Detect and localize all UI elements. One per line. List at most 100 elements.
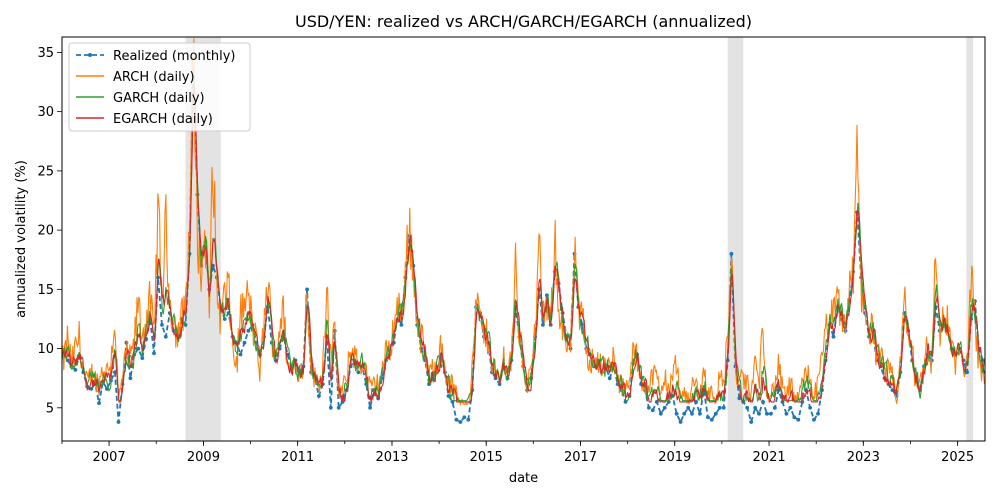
realized-point: [761, 400, 765, 404]
realized-point: [831, 334, 836, 339]
realized-point: [765, 411, 769, 416]
realized-point: [792, 415, 797, 420]
x-tick-label: 2013: [375, 450, 408, 465]
realized-point: [450, 400, 455, 404]
realized-point: [749, 420, 754, 424]
realized-point: [246, 328, 251, 333]
y-axis-label: annualized volatility (%): [14, 160, 29, 318]
y-tick-label: 30: [37, 105, 54, 120]
realized-point: [305, 287, 309, 292]
y-tick-label: 35: [37, 46, 54, 61]
realized-point: [356, 370, 361, 375]
realized-point: [454, 417, 459, 422]
realized-point: [890, 388, 895, 392]
realized-point: [317, 394, 321, 398]
realized-point: [128, 376, 133, 381]
realized-point: [674, 411, 679, 416]
realized-point: [97, 401, 101, 405]
series-line-garch: [61, 75, 985, 403]
realized-point: [113, 370, 117, 375]
legend-item-realized: Realized (monthly): [76, 49, 235, 64]
realized-point: [753, 405, 758, 410]
y-tick-label: 15: [37, 283, 54, 298]
realized-point: [682, 411, 687, 416]
realized-point: [140, 356, 145, 360]
realized-point: [745, 405, 750, 410]
realized-point: [152, 351, 156, 356]
legend-box: [68, 42, 251, 132]
realized-point: [368, 405, 372, 410]
realized-point: [812, 417, 816, 422]
realized-point: [690, 411, 694, 416]
x-tick-label: 2019: [658, 450, 691, 465]
realized-point: [784, 411, 789, 416]
y-tick-label: 10: [37, 342, 54, 357]
realized-point: [678, 420, 683, 424]
shaded-period-1: [727, 37, 744, 441]
y-axis-ticks: 5 10 15 20 25 30 35: [37, 46, 62, 416]
realized-point: [769, 411, 773, 416]
realized-point: [816, 411, 820, 416]
chart-title: USD/YEN: realized vs ARCH/GARCH/EGARCH (…: [295, 12, 752, 31]
x-tick-label: 2007: [93, 450, 126, 465]
x-tick-label: 2021: [753, 450, 786, 465]
legend-label-garch: GARCH (daily): [113, 91, 205, 106]
x-axis-label: date: [509, 471, 538, 486]
legend-label-realized: Realized (monthly): [113, 49, 235, 64]
legend-item-egarch: EGARCH (daily): [76, 112, 213, 127]
realized-point: [136, 346, 141, 351]
legend: Realized (monthly) ARCH (daily) GARCH (d…: [68, 42, 251, 132]
x-tick-label: 2023: [847, 450, 880, 465]
realized-point: [662, 405, 667, 410]
x-axis-ticks: 2007 2009 2011 2013 2015 2017 2019 2021 2023 2025: [61, 441, 974, 465]
realized-point: [650, 408, 655, 413]
series-line-egarch: [61, 84, 985, 404]
legend-item-garch: GARCH (daily): [76, 91, 205, 106]
realized-point: [462, 415, 467, 420]
x-tick-label: 2011: [281, 450, 314, 465]
legend-marker-realized: [88, 53, 92, 57]
realized-point: [222, 317, 227, 321]
x-tick-label: 2015: [470, 450, 503, 465]
realized-point: [73, 368, 78, 372]
realized-point: [709, 417, 714, 422]
realized-point: [466, 417, 471, 422]
shaded-period-2: [966, 37, 974, 441]
realized-point: [706, 415, 710, 420]
realized-point: [607, 376, 612, 381]
realized-point: [242, 340, 247, 345]
realized-point: [686, 405, 691, 410]
realized-point: [808, 405, 812, 410]
realized-point: [757, 411, 761, 416]
realized-point: [796, 417, 801, 422]
realized-point: [116, 420, 121, 424]
legend-item-arch: ARCH (daily): [76, 70, 195, 85]
series-lines: [61, 38, 985, 426]
realized-point: [399, 323, 404, 327]
realized-point: [965, 370, 969, 375]
realized-point: [658, 411, 663, 416]
realized-point: [721, 405, 726, 410]
x-tick-label: 2009: [187, 450, 220, 465]
realized-point: [458, 420, 463, 424]
x-tick-label: 2017: [564, 450, 597, 465]
realized-point: [729, 251, 734, 256]
realized-point: [788, 405, 793, 410]
y-tick-label: 20: [37, 224, 54, 239]
realized-point: [336, 405, 341, 410]
x-tick-label: 2025: [941, 450, 974, 465]
plot-frame: [61, 36, 986, 442]
realized-point: [163, 334, 168, 339]
legend-label-arch: ARCH (daily): [113, 70, 195, 85]
realized-point: [446, 394, 451, 398]
legend-label-egarch: EGARCH (daily): [113, 112, 213, 127]
realized-point: [89, 387, 94, 391]
realized-point: [713, 411, 718, 416]
realized-point: [694, 400, 698, 404]
realized-point: [773, 405, 777, 410]
y-tick-label: 25: [37, 164, 54, 179]
realized-point: [541, 323, 545, 327]
realized-point: [497, 382, 502, 386]
realized-point: [647, 405, 651, 410]
